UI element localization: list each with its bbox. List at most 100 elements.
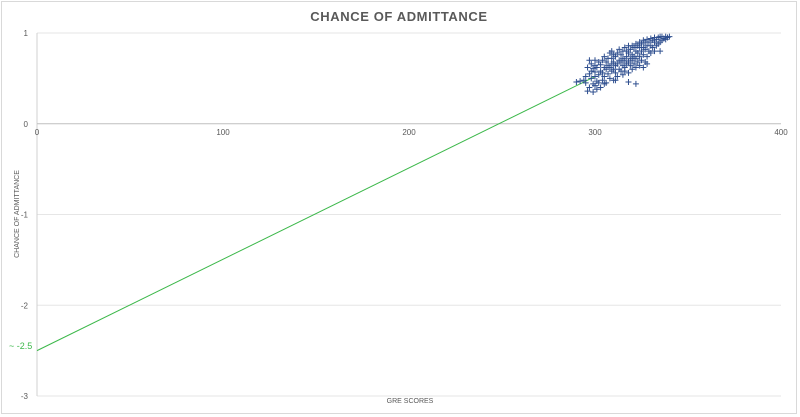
intercept-annotation: ~ -2.5 [9,341,32,351]
data-point [645,39,652,46]
data-point [577,78,584,85]
data-point [593,64,600,71]
data-point [614,60,621,67]
data-point [584,88,591,95]
data-point [649,44,656,51]
data-point [612,53,619,60]
data-point [634,49,641,56]
y-tick-label: 1 [24,29,29,38]
data-point [588,75,595,82]
data-point [632,64,639,71]
data-point [592,57,598,64]
data-point [603,66,610,73]
data-point [590,88,597,95]
data-points [573,33,673,95]
data-point [603,59,610,66]
data-point [592,69,598,76]
data-point [621,44,628,51]
data-point [625,49,632,56]
data-point [631,44,638,51]
data-point [595,79,602,86]
data-point [586,84,593,91]
data-point [644,53,651,60]
data-point [619,71,626,78]
data-point [625,79,632,86]
data-point [605,70,612,77]
x-tick-label: 300 [588,128,602,137]
data-point [601,73,608,80]
tick-labels: 1 0 -1 -2 -3 0 100 200 300 400 [21,29,788,401]
data-point [588,60,595,67]
data-point [614,73,621,80]
data-point [634,59,641,66]
data-point [629,66,636,73]
x-tick-label: 200 [402,128,416,137]
data-point [616,46,623,53]
data-point [601,80,608,87]
data-point [632,55,639,62]
data-point [640,64,647,71]
data-point [612,69,619,76]
data-point [573,79,580,86]
data-point [614,49,621,56]
data-point [666,33,673,40]
data-point [599,69,606,76]
data-point [625,69,632,76]
data-point [627,46,634,53]
data-point [593,86,600,93]
data-point [640,51,647,58]
y-tick-label: -1 [21,211,29,220]
data-point [610,66,617,73]
data-point [601,53,608,60]
data-point [638,40,645,47]
data-point [623,53,630,60]
data-point [618,59,625,66]
data-point [595,71,602,78]
data-point [606,64,613,71]
data-point [597,84,604,91]
data-point [621,57,628,64]
data-point [618,51,625,58]
data-point [584,64,591,71]
data-point [647,49,654,56]
x-tick-label: 400 [774,128,788,137]
trendline-layer [36,76,596,352]
data-point [599,57,606,64]
data-point [592,82,598,89]
data-point [644,60,651,67]
chart-title: CHANCE OF ADMITTANCE [310,9,487,24]
data-point [651,48,658,55]
data-point [606,75,613,82]
y-tick-label: -3 [21,392,29,401]
trendline [36,76,596,352]
data-point [642,46,649,53]
data-point [608,48,615,55]
x-axis-title: GRE SCORES [387,398,434,405]
data-point [612,77,619,84]
data-point [636,62,643,69]
x-tick-label: 100 [216,128,230,137]
data-point [631,60,638,67]
data-point [657,48,664,55]
y-tick-label: 0 [24,120,29,129]
data-point [638,48,645,55]
data-point [582,73,589,80]
data-point [629,57,636,64]
data-point [582,79,589,86]
x-tick-label: 0 [35,128,40,137]
y-axis-title: CHANCE OF ADMITTANCE [14,170,21,258]
data-point [599,77,606,84]
data-point [586,57,593,64]
data-point [636,53,643,60]
y-tick-label: -2 [21,301,29,310]
data-point [621,68,628,75]
data-point [608,55,615,62]
data-point [610,59,617,66]
data-point [597,61,604,68]
data-point [632,80,639,87]
data-point [627,62,634,69]
axes [36,33,781,396]
